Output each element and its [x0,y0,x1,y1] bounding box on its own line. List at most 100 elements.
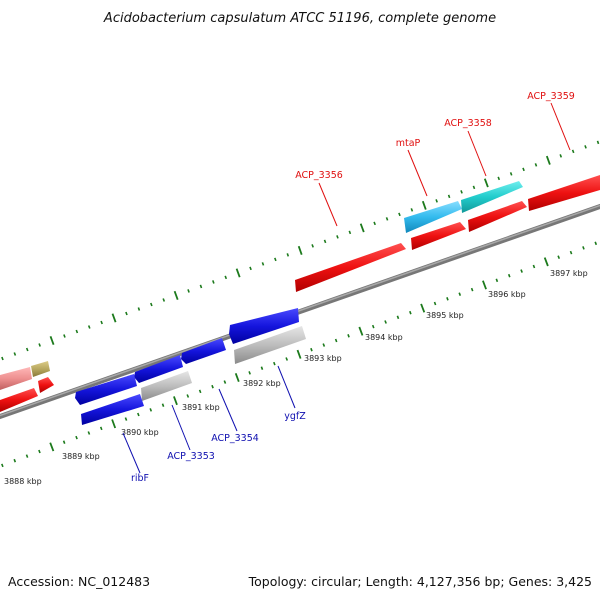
forward-strand-genes [0,175,600,412]
minor-tick [224,275,228,280]
minor-tick [398,212,401,217]
ruler-label: 3891 kbp [182,403,220,412]
minor-tick [212,280,215,284]
major-tick [296,349,302,359]
gene-arrow[interactable] [0,388,38,412]
minor-tick [534,163,538,167]
major-tick [358,326,364,336]
minor-tick [286,253,290,257]
gene-arrow[interactable] [229,308,299,344]
major-tick [235,268,241,278]
minor-tick [150,302,153,307]
major-tick [483,178,489,188]
gene-arrow[interactable] [528,175,600,211]
ruler-label: 3890 kbp [121,428,159,437]
ruler-label: 3894 kbp [365,333,403,342]
gene-arrow[interactable] [411,222,466,250]
major-tick [421,200,427,210]
minor-tick [62,440,66,444]
minor-tick [125,311,128,316]
reverse-gene-labels: ribF ACP_3353 ACP_3354 ygfZ [122,365,306,484]
gene-arrow[interactable] [75,374,137,405]
minor-tick [38,449,41,454]
major-tick [543,257,549,267]
minor-tick [161,403,165,407]
gene-arrow[interactable] [181,338,226,364]
minor-tick [596,140,600,145]
gene-arrow[interactable] [234,326,306,364]
gene-arrow[interactable] [0,367,32,390]
major-tick [111,313,117,323]
minor-tick [75,435,78,440]
gene-arrow[interactable] [141,371,192,401]
major-tick [173,396,178,406]
minor-tick [348,230,352,235]
minor-tick [198,389,202,394]
gene-arrow[interactable] [81,394,144,425]
minor-tick [509,172,513,176]
gene-label[interactable]: ACP_3353 [167,451,215,462]
minor-tick [384,320,387,324]
minor-tick [260,366,264,370]
minor-tick [223,380,227,384]
minor-tick [25,347,29,352]
reverse-strand-genes [75,308,306,425]
accession-text: Accession: NC_012483 [8,574,150,589]
minor-tick [87,325,91,329]
gene-label[interactable]: ribF [131,473,149,484]
minor-tick [285,357,289,361]
major-tick [482,280,487,290]
genome-summary-text: Topology: circular; Length: 4,127,356 bp… [248,574,592,589]
minor-tick [557,255,561,259]
gene-label[interactable]: ygfZ [284,411,306,422]
gene-label[interactable]: ACP_3356 [295,170,343,181]
gene-arrow[interactable] [31,361,50,377]
gene-arrow[interactable] [295,243,406,292]
major-tick [545,155,551,165]
gene-arrow[interactable] [461,181,523,213]
minor-tick [75,329,79,334]
minor-tick [460,190,463,194]
genome-backbone [0,203,600,420]
ruler-label: 3895 kbp [426,311,464,320]
minor-tick [149,408,153,412]
minor-tick [520,269,523,273]
major-tick [49,335,55,346]
major-tick [420,303,426,313]
minor-tick [322,343,326,347]
major-tick [234,372,240,383]
ruler-label: 3888 kbp [4,477,42,486]
ruler-label: 3896 kbp [488,290,526,299]
minor-tick [495,278,499,283]
gene-arrow[interactable] [404,201,462,233]
minor-tick [347,334,350,338]
minor-tick [410,208,414,212]
major-tick [173,290,179,301]
minor-tick [63,334,66,338]
gene-label[interactable]: ACP_3358 [444,118,492,129]
major-tick [297,245,303,255]
minor-tick [569,250,573,255]
minor-tick [507,273,511,278]
minor-tick [396,315,400,320]
gene-arrow[interactable] [134,355,183,383]
major-tick [359,223,365,233]
minor-tick [1,463,4,468]
minor-tick [137,412,140,417]
minor-tick [470,287,474,292]
minor-tick [248,371,251,375]
minor-tick [559,154,563,158]
minor-tick [38,343,41,347]
gene-arrow[interactable] [468,201,527,232]
minor-tick [584,145,587,149]
minor-tick [447,194,451,199]
minor-tick [249,266,252,271]
gene-label[interactable]: ACP_3354 [211,433,259,444]
map-title: Acidobacterium capsulatum ATCC 51196, co… [103,11,496,26]
minor-tick [409,310,412,315]
gene-label[interactable]: mtaP [396,138,421,149]
gene-label[interactable]: ACP_3359 [527,91,575,102]
gene-arrow[interactable] [38,377,54,393]
minor-tick [99,426,103,431]
